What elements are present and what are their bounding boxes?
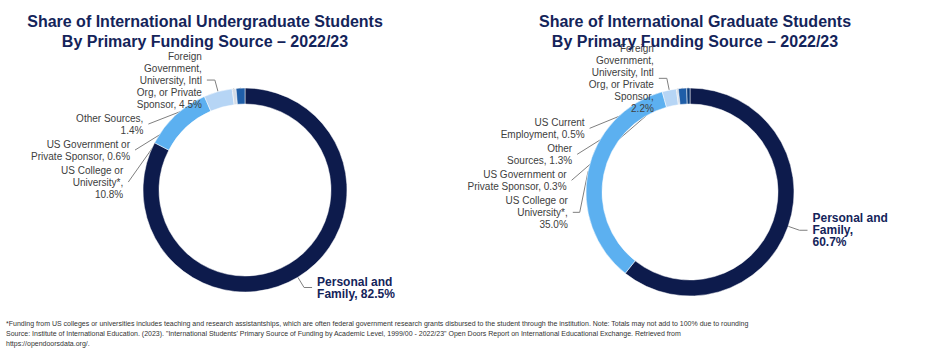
svg-text:Sponsor, 4.5%: Sponsor, 4.5% [137,99,202,110]
svg-text:10.8%: 10.8% [95,189,123,200]
svg-text:University, Intl: University, Intl [140,75,202,86]
svg-text:US Government or: US Government or [483,169,567,180]
svg-text:Org, or Private: Org, or Private [137,87,202,98]
svg-text:Personal and: Personal and [812,211,888,226]
html-text:https://opendoorsdata.org/.: https://opendoorsdata.org/. [6,340,90,347]
svg-text:Private Sponsor, 0.3%: Private Sponsor, 0.3% [468,181,567,192]
svg-text:Employment, 0.5%: Employment, 0.5% [501,129,585,140]
svg-text:Sponsor,: Sponsor, [614,91,653,102]
svg-text:Share of International Undergr: Share of International Undergraduate Stu… [27,13,383,30]
html-text:Source: Institute of Internati: Source: Institute of International Educa… [6,330,681,337]
svg-text:By Primary Funding Source – 20: By Primary Funding Source – 2022/23 [62,33,348,50]
svg-text:University*,: University*, [73,177,124,188]
svg-text:35.0%: 35.0% [539,219,567,230]
svg-text:By Primary Funding Source – 20: By Primary Funding Source – 2022/23 [552,33,838,50]
svg-text:Sources, 1.3%: Sources, 1.3% [507,155,572,166]
svg-text:1.4%: 1.4% [121,125,144,136]
svg-text:University, Intl: University, Intl [592,67,654,78]
svg-text:University*,: University*, [517,207,568,218]
svg-text:Family,: Family, [812,223,853,238]
svg-text:Foreign: Foreign [168,51,202,62]
svg-text:Other: Other [547,143,573,154]
svg-text:Other Sources,: Other Sources, [76,113,143,124]
svg-text:Government,: Government, [596,55,654,66]
svg-text:Family, 82.5%: Family, 82.5% [317,287,395,301]
svg-text:Org, or Private: Org, or Private [589,79,654,90]
svg-text:Share of International Graduat: Share of International Graduate Students [539,13,851,30]
svg-text:US Government or: US Government or [47,139,131,150]
svg-text:Personal and: Personal and [317,274,393,289]
svg-text:Private Sponsor, 0.6%: Private Sponsor, 0.6% [31,151,130,162]
svg-text:US College or: US College or [61,165,124,176]
svg-text:60.7%: 60.7% [813,235,847,249]
html-text:*Funding from US colleges or u: *Funding from US colleges or universitie… [6,320,749,327]
svg-text:2.2%: 2.2% [631,103,654,114]
svg-text:Government,: Government, [144,63,202,74]
svg-text:US Current: US Current [535,117,585,128]
svg-text:US College or: US College or [506,195,569,206]
